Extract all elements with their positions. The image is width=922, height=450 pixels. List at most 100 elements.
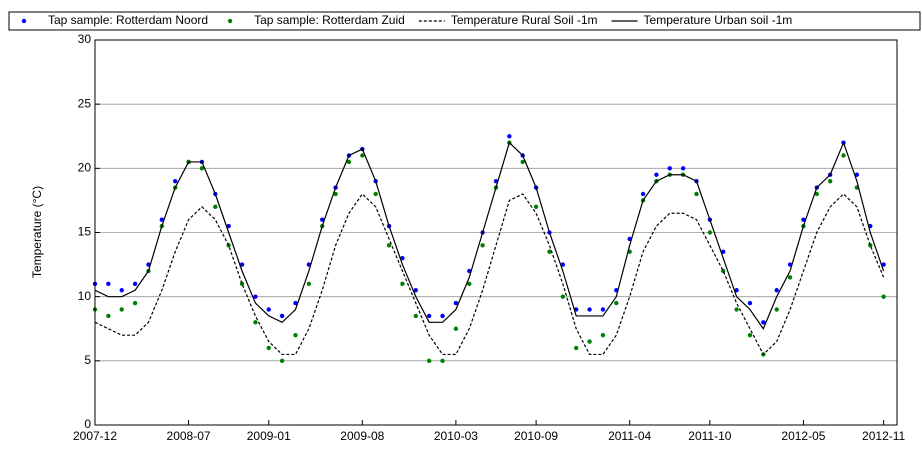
point <box>747 332 753 338</box>
point <box>694 191 699 197</box>
point <box>814 191 819 197</box>
point <box>453 300 459 306</box>
point <box>426 313 432 319</box>
point <box>721 249 726 254</box>
point <box>253 294 258 299</box>
legend-marker <box>21 18 27 24</box>
point <box>520 159 525 165</box>
point <box>346 159 352 165</box>
point <box>547 249 552 254</box>
legend-marker <box>227 18 233 24</box>
point <box>654 172 659 177</box>
y-tick-label: 10 <box>78 289 92 303</box>
point <box>132 300 138 306</box>
legend-label: Temperature Rural Soil -1m <box>451 13 598 27</box>
point <box>614 300 619 306</box>
point <box>266 345 271 351</box>
point <box>640 191 646 197</box>
point <box>360 153 365 158</box>
x-tick-label: 2010-09 <box>514 429 558 443</box>
point <box>426 358 432 364</box>
point <box>533 204 539 210</box>
point <box>734 288 739 293</box>
point <box>413 288 418 293</box>
point <box>680 166 686 171</box>
point <box>560 262 566 267</box>
point <box>119 307 124 312</box>
line <box>94 140 885 330</box>
x-tick-label: 2009-08 <box>340 429 384 443</box>
point <box>386 243 392 248</box>
point <box>787 275 793 280</box>
point <box>560 294 566 299</box>
y-tick-label: 15 <box>78 225 92 239</box>
y-tick-label: 5 <box>84 353 91 367</box>
point <box>413 313 418 319</box>
y-tick-label: 0 <box>84 417 91 431</box>
point <box>306 281 312 287</box>
point <box>226 223 231 229</box>
point <box>507 134 512 139</box>
point <box>774 307 779 312</box>
axes-box <box>94 39 898 426</box>
point <box>587 307 592 312</box>
point <box>747 300 753 306</box>
legend-label: Tap sample: Rotterdam Zuid <box>254 13 405 27</box>
point <box>266 307 271 312</box>
point <box>761 320 766 325</box>
point <box>293 332 298 338</box>
point <box>854 172 860 177</box>
x-tick-label: 2009-01 <box>247 429 291 443</box>
point <box>173 178 178 184</box>
point <box>600 307 606 312</box>
point <box>400 255 405 261</box>
point <box>279 358 285 364</box>
legend-label: Tap sample: Rotterdam Noord <box>48 13 208 27</box>
point <box>734 307 739 312</box>
x-tick-label: 2011-10 <box>688 429 731 443</box>
point <box>827 178 833 184</box>
point <box>440 358 445 364</box>
point <box>253 320 258 325</box>
point <box>279 313 285 319</box>
point <box>801 217 806 222</box>
point <box>440 313 445 319</box>
x-tick-label: 2010-03 <box>434 429 478 443</box>
point <box>106 281 111 287</box>
point <box>106 313 111 319</box>
y-tick-label: 30 <box>78 32 92 46</box>
point <box>239 262 245 267</box>
point <box>841 153 846 158</box>
point <box>774 288 779 293</box>
point <box>574 345 579 351</box>
point <box>667 166 672 171</box>
point <box>199 166 205 171</box>
x-tick-label: 2012-11 <box>862 429 905 443</box>
point <box>213 204 218 210</box>
point <box>587 339 592 344</box>
x-tick-label: 2011-04 <box>608 429 651 443</box>
x-tick-label: 2008-07 <box>167 429 211 443</box>
point <box>159 217 165 222</box>
line <box>94 193 885 356</box>
marks <box>92 134 886 364</box>
point <box>320 217 325 222</box>
point <box>333 191 338 197</box>
point <box>467 281 472 287</box>
point <box>293 300 298 306</box>
y-axis-label: Temperature (°C) <box>30 186 44 278</box>
point <box>400 281 405 287</box>
point <box>480 243 485 248</box>
y-tick-label: 20 <box>78 161 92 175</box>
point <box>373 191 378 197</box>
y-tick-label: 25 <box>78 96 92 110</box>
point <box>881 262 886 267</box>
x-tick-label: 2012-05 <box>781 429 825 443</box>
point <box>881 294 886 299</box>
x-tick-label: 2007-12 <box>73 429 117 443</box>
point <box>868 243 873 248</box>
point <box>119 288 124 293</box>
point <box>453 326 459 331</box>
point <box>132 281 138 287</box>
